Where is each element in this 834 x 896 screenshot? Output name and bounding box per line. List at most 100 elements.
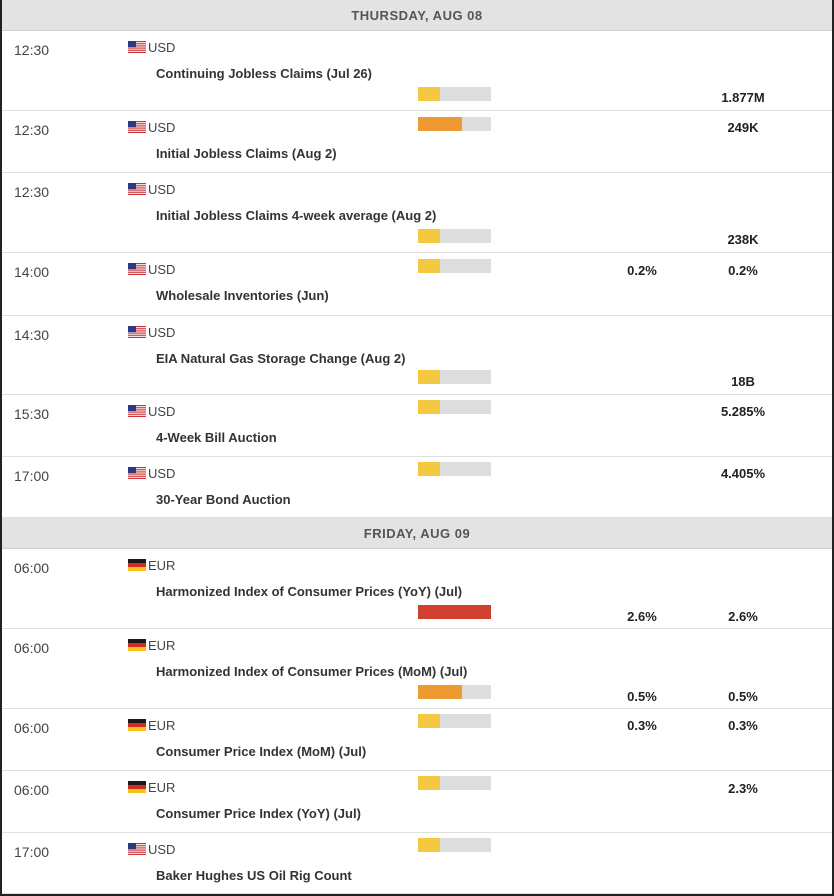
impact-bar-fill [418,462,440,476]
impact-bar [418,117,491,131]
us-flag-icon [128,183,146,195]
event-name[interactable]: Continuing Jobless Claims (Jul 26) [156,66,372,81]
event-time: 14:30 [14,327,50,343]
impact-bar-fill [418,117,462,131]
impact-bar [418,259,491,273]
event-forecast-value: 0.3% [728,718,758,733]
event-name[interactable]: EIA Natural Gas Storage Change (Aug 2) [156,351,406,366]
event-name[interactable]: Harmonized Index of Consumer Prices (MoM… [156,664,468,679]
event-row[interactable]: 06:00 EUR Harmonized Index of Consumer Pri… [2,629,832,709]
event-name[interactable]: Wholesale Inventories (Jun) [156,288,329,303]
impact-bar-fill [418,229,440,243]
impact-bar [418,400,491,414]
event-currency: USD [148,466,176,481]
event-name[interactable]: Harmonized Index of Consumer Prices (YoY… [156,584,463,599]
event-currency: USD [148,262,176,277]
impact-bar-fill [418,838,440,852]
de-flag-icon [128,559,146,571]
us-flag-icon [128,467,146,479]
event-previous-value: 0.3% [627,718,657,733]
impact-bar [418,605,491,619]
event-time: 06:00 [14,720,50,736]
impact-bar [418,838,491,852]
impact-bar [418,87,491,101]
event-time: 12:30 [14,42,50,58]
event-time: 17:00 [14,844,50,860]
impact-bar-fill [418,87,440,101]
event-currency: USD [148,842,176,857]
impact-bar [418,776,491,790]
event-time: 15:30 [14,406,50,422]
event-row[interactable]: 06:00 EUR Consumer Price Index (YoY) (Jul)… [2,771,832,833]
event-time: 06:00 [14,640,50,656]
event-row[interactable]: 12:30 USD Continuing Jobless Claims (Jul 2… [2,31,832,111]
event-previous-value: 2.6% [627,609,657,624]
de-flag-icon [128,781,146,793]
event-forecast-value: 2.6% [728,609,758,624]
event-name[interactable]: Consumer Price Index (YoY) (Jul) [156,806,361,821]
event-forecast-value: 4.405% [720,466,766,481]
event-name[interactable]: Baker Hughes US Oil Rig Count [156,868,352,883]
event-forecast-value: 1.877M [721,90,765,105]
event-row[interactable]: 17:00 USD 30-Year Bond Auction 4.405% [2,457,832,518]
impact-bar [418,714,491,728]
impact-bar-fill [418,605,491,619]
event-row[interactable]: 12:30 USD Initial Jobless Claims (Aug 2) 24… [2,111,832,173]
impact-bar [418,370,491,384]
event-time: 12:30 [14,122,50,138]
event-forecast-value: 0.5% [728,689,758,704]
event-currency: EUR [148,718,176,733]
event-row[interactable]: 06:00 EUR Harmonized Index of Consumer Pri… [2,549,832,629]
event-previous-value: 0.2% [627,263,657,278]
event-forecast-value: 2.3% [728,781,758,796]
event-forecast-value: 0.2% [728,263,758,278]
event-currency: EUR [148,638,176,653]
us-flag-icon [128,405,146,417]
event-time: 06:00 [14,560,50,576]
event-name[interactable]: Initial Jobless Claims (Aug 2) [156,146,337,161]
impact-bar-fill [418,259,440,273]
event-name[interactable]: 4-Week Bill Auction [156,430,277,445]
impact-bar [418,229,491,243]
event-currency: EUR [148,780,176,795]
event-forecast-value: 5.285% [720,404,766,419]
event-row[interactable]: 14:00 USD Wholesale Inventories (Jun) 0.2% 0… [2,253,832,316]
de-flag-icon [128,719,146,731]
event-forecast-value: 238K [727,232,759,247]
event-currency: USD [148,325,176,340]
us-flag-icon [128,121,146,133]
event-currency: USD [148,40,176,55]
event-row[interactable]: 06:00 EUR Consumer Price Index (MoM) (Jul)… [2,709,832,771]
event-row[interactable]: 12:30 USD Initial Jobless Claims 4-week av… [2,173,832,253]
event-previous-value: 0.5% [627,689,657,704]
day-header: FRIDAY, AUG 09 [2,518,832,549]
event-time: 17:00 [14,468,50,484]
us-flag-icon [128,263,146,275]
impact-bar-fill [418,685,462,699]
us-flag-icon [128,326,146,338]
event-name[interactable]: 30-Year Bond Auction [156,492,291,507]
event-forecast-value: 249K [727,120,759,135]
impact-bar-fill [418,370,440,384]
event-name[interactable]: Initial Jobless Claims 4-week average (A… [156,208,437,223]
event-time: 06:00 [14,782,50,798]
event-forecast-value: 18B [731,374,755,389]
us-flag-icon [128,41,146,53]
event-name[interactable]: Consumer Price Index (MoM) (Jul) [156,744,367,759]
event-row[interactable]: 17:00 USD Baker Hughes US Oil Rig Count [2,833,832,894]
day-header: THURSDAY, AUG 08 [2,0,832,31]
impact-bar [418,685,491,699]
event-currency: USD [148,182,176,197]
us-flag-icon [128,843,146,855]
event-currency: USD [148,120,176,135]
event-row[interactable]: 14:30 USD EIA Natural Gas Storage Change (… [2,316,832,395]
impact-bar-fill [418,714,440,728]
event-time: 14:00 [14,264,50,280]
event-row[interactable]: 15:30 USD 4-Week Bill Auction 5.285% [2,395,832,457]
event-currency: USD [148,404,176,419]
impact-bar [418,462,491,476]
event-currency: EUR [148,558,176,573]
de-flag-icon [128,639,146,651]
impact-bar-fill [418,776,440,790]
